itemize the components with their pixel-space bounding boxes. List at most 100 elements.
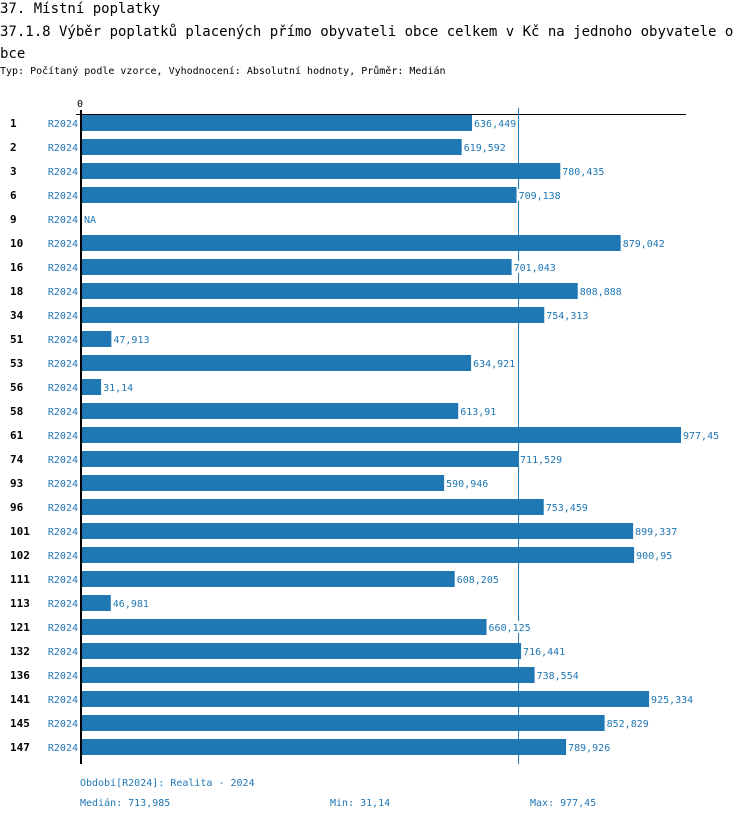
min-summary: Min: 31,14 (330, 798, 391, 809)
category-label: 34 (10, 309, 24, 322)
category-label: 96 (10, 501, 24, 514)
value-label: 46,981 (113, 599, 149, 610)
value-label-background (455, 573, 501, 585)
value-label-background (545, 309, 590, 321)
category-label: 145 (10, 717, 30, 730)
category-label: 9 (10, 213, 17, 226)
value-label-background (519, 453, 564, 465)
value-label-background (487, 621, 533, 633)
value-label: 879,042 (623, 239, 665, 250)
value-label-background (682, 429, 721, 441)
section-title: 37. Místní poplatky (0, 1, 161, 17)
chart-subtitle: Typ: Počítaný podle vzorce, Vyhodnocení:… (0, 66, 446, 77)
value-label-background (578, 285, 624, 297)
category-label: 6 (10, 189, 17, 202)
bar (82, 739, 567, 755)
period-legend: Období[R2024]: Realita - 2024 (80, 778, 255, 789)
bar (82, 475, 445, 491)
period-label: R2024 (48, 527, 78, 538)
value-label: 634,921 (473, 359, 515, 370)
category-label: 58 (10, 405, 23, 418)
period-label: R2024 (48, 455, 78, 466)
period-label: R2024 (48, 167, 78, 178)
value-label: 977,45 (683, 431, 719, 442)
axis-zero-label: 0 (77, 99, 83, 110)
period-label: R2024 (48, 623, 78, 634)
value-label-background (83, 213, 98, 225)
bar (82, 547, 635, 563)
value-label-background (445, 477, 490, 489)
period-label: R2024 (48, 215, 78, 226)
value-label-background (561, 165, 606, 177)
category-label: 10 (10, 237, 23, 250)
period-label: R2024 (48, 119, 78, 130)
value-label: 852,829 (607, 719, 649, 730)
value-label: 753,459 (546, 503, 588, 514)
bar (82, 355, 472, 371)
category-label: 2 (10, 141, 17, 154)
value-label-background (473, 117, 518, 129)
category-label: 74 (10, 453, 24, 466)
value-label: 711,529 (520, 455, 562, 466)
category-label: 121 (10, 621, 30, 634)
bar (82, 283, 578, 299)
value-label: 900,95 (636, 551, 672, 562)
bar (82, 643, 522, 659)
value-label-background (634, 525, 679, 537)
period-label: R2024 (48, 599, 78, 610)
period-label: R2024 (48, 407, 78, 418)
value-label: 780,435 (562, 167, 604, 178)
value-label-background (535, 669, 581, 681)
category-label: 1 (10, 117, 17, 130)
value-label-background (650, 693, 695, 705)
period-label: R2024 (48, 575, 78, 586)
value-label: 716,441 (523, 647, 565, 658)
category-label: 147 (10, 741, 30, 754)
category-label: 136 (10, 669, 30, 682)
category-label: 93 (10, 477, 23, 490)
value-label: 608,205 (457, 575, 499, 586)
bar (82, 571, 455, 587)
bar (82, 427, 681, 443)
period-label: R2024 (48, 263, 78, 274)
category-label: 111 (10, 573, 30, 586)
bar (82, 715, 605, 731)
value-label: 709,138 (519, 191, 561, 202)
period-label: R2024 (48, 191, 78, 202)
value-label: NA (84, 215, 96, 226)
value-label: 789,926 (568, 743, 610, 754)
bar (82, 403, 459, 419)
bar (82, 307, 545, 323)
value-label-background (605, 717, 651, 729)
value-label-background (567, 741, 612, 753)
category-label: 132 (10, 645, 30, 658)
value-label-background (111, 597, 151, 609)
value-label: 31,14 (103, 383, 133, 394)
value-label-background (459, 405, 498, 417)
value-label: 754,313 (546, 311, 588, 322)
category-label: 16 (10, 261, 24, 274)
period-label: R2024 (48, 311, 78, 322)
value-label: 925,334 (651, 695, 693, 706)
period-label: R2024 (48, 719, 78, 730)
value-label-background (512, 261, 558, 273)
value-label: 738,554 (537, 671, 579, 682)
bar (82, 187, 517, 203)
value-label-background (635, 549, 674, 561)
value-label: 636,449 (474, 119, 516, 130)
period-label: R2024 (48, 647, 78, 658)
bar (82, 619, 487, 635)
period-label: R2024 (48, 359, 78, 370)
bar (82, 451, 519, 467)
period-label: R2024 (48, 479, 78, 490)
value-label-background (522, 645, 567, 657)
value-label: 701,043 (514, 263, 556, 274)
category-label: 51 (10, 333, 24, 346)
bar (82, 691, 650, 707)
value-label: 47,913 (113, 335, 149, 346)
value-label-background (112, 333, 151, 345)
value-label-background (102, 381, 135, 393)
category-label: 141 (10, 693, 30, 706)
value-label: 619,592 (464, 143, 506, 154)
